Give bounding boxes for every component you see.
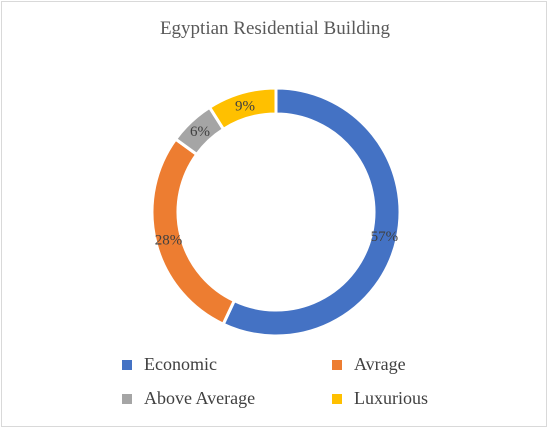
data-label-economic: 57%	[371, 229, 399, 245]
data-label-luxurious: 9%	[235, 98, 255, 114]
chart-title: Egyptian Residential Building	[159, 18, 391, 39]
donut-slice-economic	[221, 86, 402, 338]
donut-slices	[150, 86, 402, 338]
data-label-above-average: 6%	[190, 124, 210, 140]
donut-slice-luxurious	[207, 86, 278, 132]
donut-slice-labels: 57% 28% 6% 9%	[155, 98, 398, 248]
data-label-avrage: 28%	[155, 233, 183, 249]
